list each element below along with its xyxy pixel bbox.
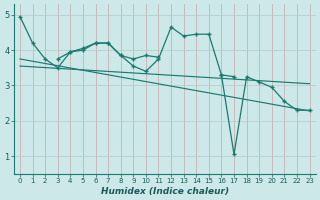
X-axis label: Humidex (Indice chaleur): Humidex (Indice chaleur)	[101, 187, 229, 196]
